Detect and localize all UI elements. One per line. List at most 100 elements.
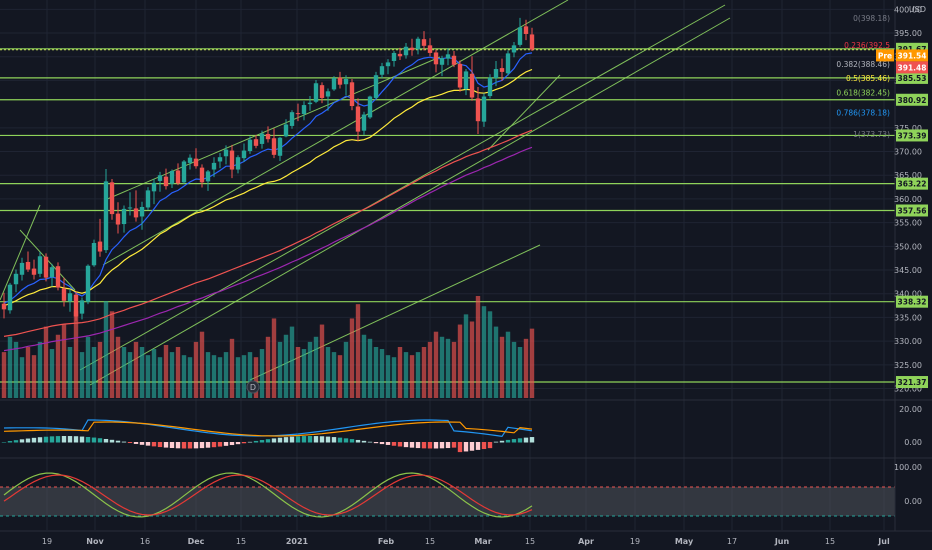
macd-histogram-bar (7, 441, 13, 443)
candle-body (487, 77, 493, 97)
macd-histogram-bar (343, 438, 349, 443)
macd-histogram-bar (457, 442, 463, 453)
candle-body (127, 207, 133, 209)
volume-bar (307, 341, 313, 398)
time-tick-label: Dec (188, 537, 205, 546)
macd-histogram-bar (19, 439, 25, 443)
candle-body (445, 54, 451, 59)
candle-body (529, 34, 535, 50)
last-tag-label: 391.48 (898, 63, 927, 72)
volume-bar (517, 347, 523, 398)
price-tick-label: 370.00 (894, 148, 922, 157)
volume-bar (97, 341, 103, 398)
candle-body (145, 190, 151, 208)
volume-bar (25, 347, 31, 398)
volume-bar (511, 341, 517, 398)
level-tag (896, 204, 928, 217)
candle-body (367, 96, 373, 118)
time-tick-label: Feb (378, 537, 395, 546)
macd-histogram-bar (433, 442, 439, 449)
time-tick-label: Nov (86, 537, 104, 546)
volume-bar (379, 349, 385, 398)
volume-bar (37, 341, 43, 398)
macd-histogram-bar (289, 436, 295, 443)
candle-body (271, 138, 277, 155)
volume-bar (367, 338, 373, 398)
macd-histogram-bar (313, 436, 319, 443)
volume-bar (451, 341, 457, 398)
candle-body (469, 73, 475, 98)
macd-histogram-bar (31, 437, 37, 443)
macd-histogram-bar (25, 438, 31, 443)
candle-body (211, 162, 217, 170)
price-tags: 385.53 380.92 373.39 363.22 357.56 338.32 321.… (876, 42, 928, 389)
volume-bar (91, 347, 97, 398)
candle-body (391, 52, 397, 61)
volume-bar (295, 347, 301, 398)
macd-histogram-bar (361, 440, 367, 443)
level-tag (896, 295, 928, 308)
candle-body (19, 262, 25, 275)
candle-body (193, 158, 199, 167)
volume-bar (409, 355, 415, 398)
candle-body (433, 52, 439, 65)
volume-bar (223, 352, 229, 398)
volume-bar (499, 336, 505, 398)
price-tick-label: 335.00 (894, 313, 922, 322)
candle-body (331, 78, 337, 90)
volume-bar (85, 336, 91, 398)
time-tick-label: Apr (578, 537, 594, 546)
candle-body (175, 170, 181, 184)
volume-bar (337, 355, 343, 398)
macd-histogram-bar (379, 442, 385, 445)
trendline (89, 17, 731, 386)
candle-body (463, 71, 469, 89)
candle-body (397, 53, 403, 57)
volume-bar (253, 357, 259, 398)
volume-bar (523, 338, 529, 398)
candle-body (361, 114, 367, 131)
stoch-k-line (3, 472, 533, 518)
candle-body (13, 273, 19, 285)
candle-body (37, 256, 43, 274)
macd-histogram-bar (55, 436, 61, 443)
volume-bar (385, 355, 391, 398)
pre-badge (876, 49, 894, 62)
volume-bar (181, 355, 187, 398)
macd-histogram-bar (43, 436, 49, 443)
volume-bar (271, 318, 277, 398)
macd-histogram-bar (163, 442, 169, 448)
candle-body (337, 77, 343, 85)
candle-body (421, 39, 427, 46)
volume-bar (241, 355, 247, 398)
macd-histogram-bar (451, 442, 457, 448)
macd-histogram-bar (529, 437, 535, 443)
candle-body (427, 45, 433, 53)
macd-histogram-bar (469, 442, 475, 451)
macd-tick-label: 20.00 (899, 405, 922, 414)
candle-body (187, 157, 193, 163)
level-tag-label: 385.53 (898, 74, 927, 83)
fib-label: 0.236(392.5 (844, 41, 890, 50)
volume-bar (457, 324, 463, 398)
volume-bar (1, 352, 7, 398)
level-tag (896, 71, 928, 84)
price-tick-label: 330.00 (894, 337, 922, 346)
volume-bar (355, 304, 361, 398)
candle-body (349, 82, 355, 107)
volume-bar (277, 341, 283, 398)
candle-body (307, 102, 313, 105)
candle-body (151, 182, 157, 192)
macd-histogram-bar (103, 438, 109, 443)
macd-histogram-bar (277, 437, 283, 443)
level-tag-label: 338.32 (898, 298, 927, 307)
volume-bar (133, 341, 139, 398)
volume-bar (259, 349, 265, 398)
candle-body (79, 300, 85, 314)
candle-body (109, 182, 115, 215)
macd-histogram-bar (301, 436, 307, 443)
pre-badge-label: Pre (878, 51, 892, 60)
volume-bar (505, 331, 511, 398)
candle-body (91, 243, 97, 266)
